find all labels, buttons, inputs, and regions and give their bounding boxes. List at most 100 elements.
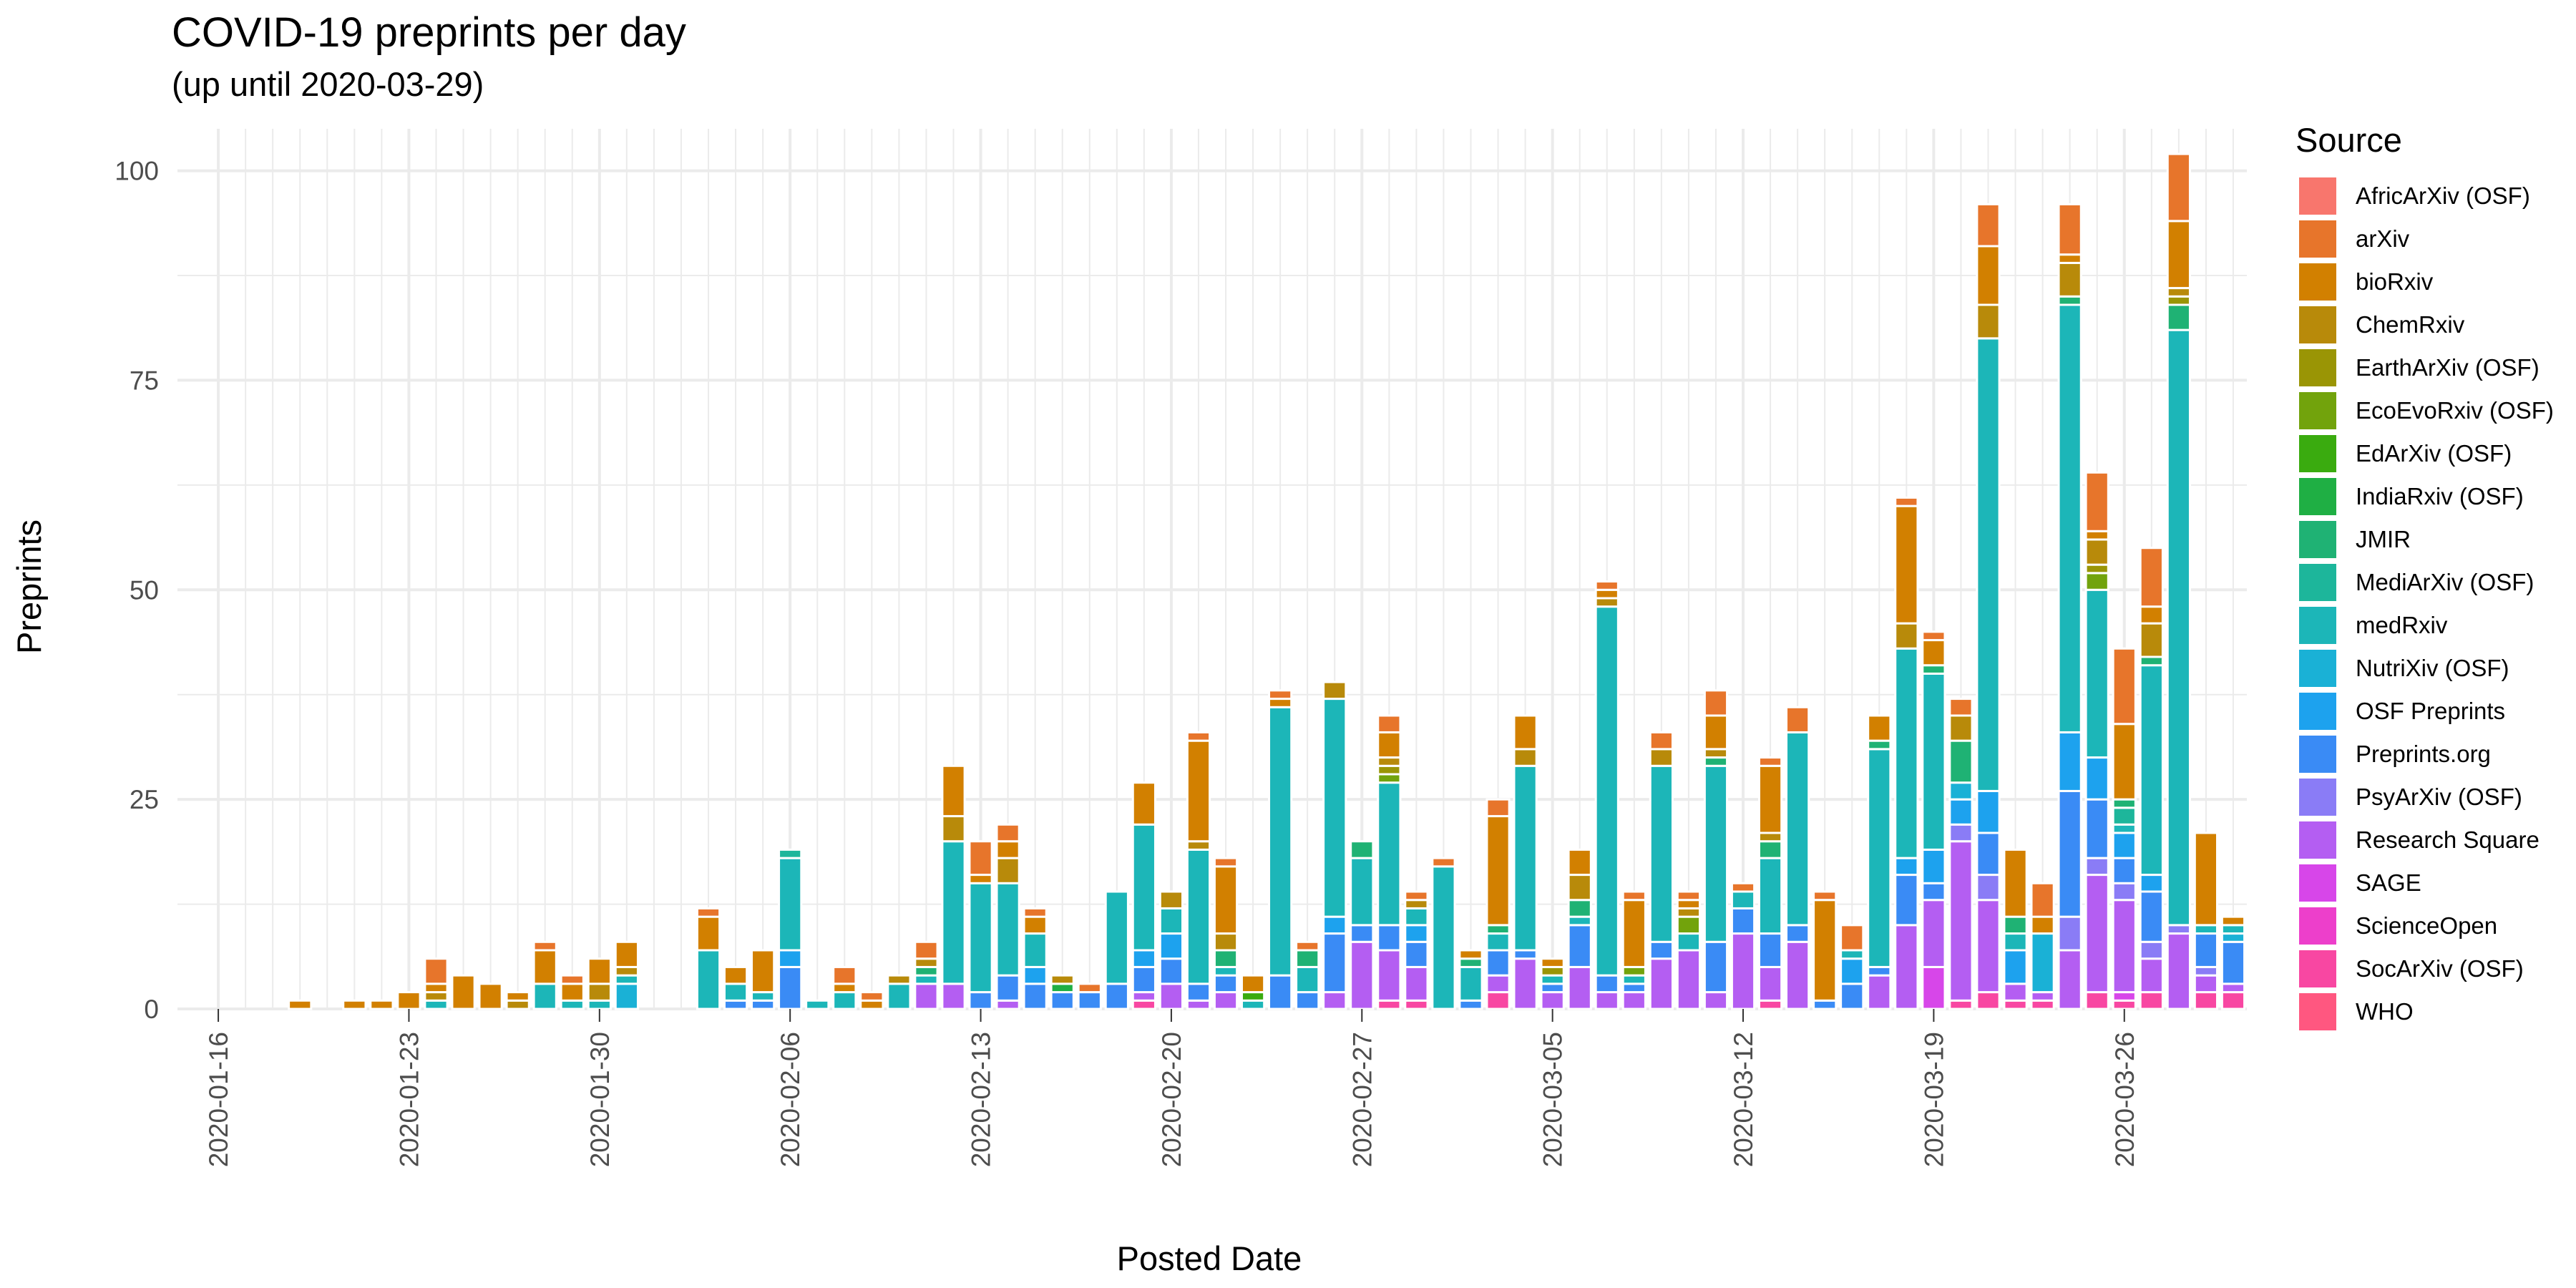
bar-segment — [2193, 924, 2219, 935]
bar-segment — [1104, 890, 1129, 985]
bar-segment — [1567, 848, 1592, 877]
bar-segment — [1485, 815, 1511, 927]
bar-segment — [2112, 647, 2137, 726]
bar-segment — [2220, 932, 2246, 943]
bar-segment — [1458, 949, 1483, 960]
bar-segment — [1431, 857, 1456, 868]
bars — [288, 152, 2246, 1010]
day-bar — [478, 982, 503, 1010]
bar-segment — [1594, 580, 1619, 591]
legend-swatch — [2299, 736, 2336, 773]
day-bar — [1785, 706, 1810, 1010]
day-bar — [1050, 974, 1075, 1010]
bar-segment — [2112, 882, 2137, 902]
bar-segment — [1513, 949, 1538, 960]
legend-label: AfricArXiv (OSF) — [2356, 182, 2530, 209]
bar-segment — [1894, 504, 1919, 625]
day-bar — [1268, 689, 1293, 1010]
bar-segment — [2030, 999, 2055, 1010]
bar-segment — [587, 999, 612, 1010]
bar-segment — [396, 991, 421, 1010]
bar-segment — [1730, 932, 1756, 1010]
day-bar — [369, 999, 394, 1010]
day-bar — [1540, 957, 1565, 1010]
bar-segment — [614, 965, 639, 977]
bar-segment — [1158, 907, 1184, 935]
bar-segment — [2112, 806, 2137, 826]
bar-segment — [1513, 957, 1538, 1010]
bar-segment — [2084, 572, 2109, 591]
bar-segment — [2193, 991, 2219, 1010]
legend-swatch — [2299, 693, 2336, 730]
bar-segment — [1186, 840, 1211, 851]
bar-segment — [1213, 974, 1239, 994]
bar-segment — [2084, 991, 2109, 1010]
bar-segment — [1131, 965, 1156, 994]
bar-segment — [1322, 915, 1347, 935]
bar-segment — [1485, 798, 1511, 818]
bar-segment — [2139, 605, 2164, 625]
bar-segment — [1213, 991, 1239, 1010]
bar-segment — [1948, 798, 1974, 826]
bar-segment — [1703, 714, 1729, 751]
bar-segment — [1921, 848, 1946, 884]
bar-segment — [751, 991, 776, 1002]
x-tick-label: 2020-02-13 — [967, 1032, 996, 1167]
bar-segment — [1676, 890, 1702, 902]
day-bar — [859, 991, 884, 1010]
legend-title: Source — [2296, 121, 2402, 159]
bar-segment — [1621, 899, 1646, 968]
bar-segment — [1350, 857, 1375, 927]
bar-segment — [2166, 295, 2191, 306]
bar-segment — [2057, 789, 2082, 918]
y-tick-label: 25 — [130, 785, 159, 814]
bar-segment — [2220, 915, 2246, 927]
bar-segment — [1213, 857, 1239, 868]
x-tick-label: 2020-02-27 — [1347, 1032, 1377, 1167]
bar-segment — [995, 999, 1020, 1010]
bar-segment — [424, 999, 449, 1010]
bar-segment — [1621, 974, 1646, 985]
bar-segment — [1867, 974, 1892, 1010]
bar-segment — [2112, 899, 2137, 994]
bar-segment — [1240, 991, 1266, 1002]
bar-segment — [2084, 874, 2109, 994]
bar-segment — [2003, 949, 2028, 985]
bar-segment — [1213, 949, 1239, 968]
day-bar — [1649, 731, 1674, 1010]
x-axis-ticks: 2020-01-16 2020-01-23 2020-01-30 2020-02-06… — [204, 1009, 2140, 1167]
legend-label: ScienceOpen — [2356, 912, 2497, 939]
bar-segment — [1621, 982, 1646, 994]
legend-label: EarthArXiv (OSF) — [2356, 354, 2540, 381]
bar-segment — [1567, 924, 1592, 968]
bar-segment — [424, 991, 449, 1002]
day-bar — [995, 823, 1020, 1010]
x-tick-label: 2020-01-30 — [585, 1032, 615, 1167]
legend-label: JMIR — [2356, 526, 2411, 552]
bar-segment — [1540, 991, 1565, 1010]
legend-label: Research Square — [2356, 826, 2540, 853]
bar-segment — [1240, 999, 1266, 1010]
bar-segment — [995, 974, 1020, 1002]
day-bar — [1077, 982, 1102, 1010]
bar-segment — [532, 982, 557, 1010]
legend-label: SAGE — [2356, 869, 2421, 896]
bar-segment — [1840, 957, 1865, 985]
bar-segment — [1948, 840, 1974, 1002]
bar-segment — [1485, 949, 1511, 977]
day-bar — [2139, 547, 2164, 1010]
day-bar — [1295, 940, 1320, 1010]
bar-segment — [1785, 940, 1810, 1010]
bar-segment — [1649, 748, 1674, 767]
bar-segment — [1894, 874, 1919, 927]
bar-segment — [2166, 287, 2191, 298]
bar-segment — [1894, 496, 1919, 507]
legend-swatch — [2299, 177, 2336, 215]
bar-segment — [288, 999, 313, 1010]
bar-segment — [1703, 940, 1729, 994]
bar-segment — [1676, 932, 1702, 952]
bar-segment — [1894, 924, 1919, 1010]
bar-segment — [560, 982, 585, 1002]
day-bar — [505, 991, 530, 1010]
bar-segment — [614, 974, 639, 985]
